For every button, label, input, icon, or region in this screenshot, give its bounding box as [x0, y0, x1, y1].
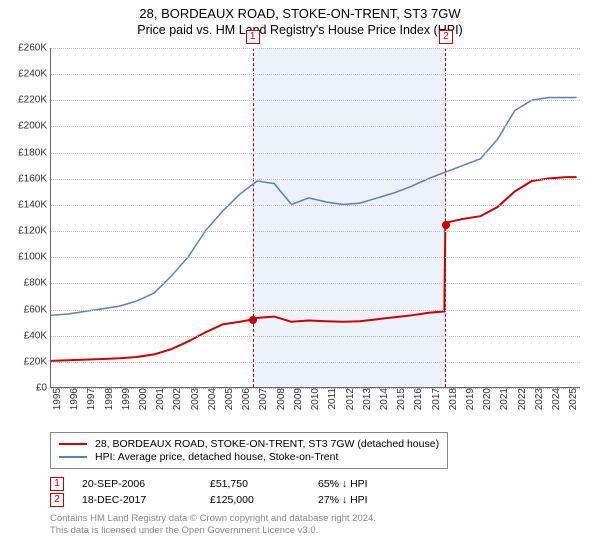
x-axis-label: 2012 [343, 388, 356, 410]
x-axis-label: 2016 [411, 388, 424, 410]
tx-price: £125,000 [210, 494, 300, 506]
y-axis-label: £140K [18, 199, 51, 210]
y-axis-label: £80K [24, 278, 51, 289]
x-axis-label: 2009 [291, 388, 304, 410]
x-axis-label: 2024 [549, 388, 562, 410]
table-row: 2 18-DEC-2017 £125,000 27% ↓ HPI [50, 493, 580, 507]
gridline [51, 205, 580, 206]
x-axis-label: 1997 [84, 388, 97, 410]
x-axis-label: 2006 [239, 388, 252, 410]
legend-label-hpi: HPI: Average price, detached house, Stok… [95, 451, 338, 463]
x-axis-label: 2013 [360, 388, 373, 410]
y-axis-label: £180K [18, 147, 51, 158]
footnote-line1: Contains HM Land Registry data © Crown c… [50, 513, 580, 525]
x-axis-label: 1995 [50, 388, 63, 410]
y-axis-label: £120K [18, 226, 51, 237]
x-axis-label: 2000 [136, 388, 149, 410]
table-row: 1 20-SEP-2006 £51,750 65% ↓ HPI [50, 477, 580, 491]
tx-delta: 65% ↓ HPI [318, 478, 428, 490]
gridline [51, 179, 580, 180]
chart-area: £0£20K£40K£60K£80K£100K£120K£140K£160K£1… [50, 48, 580, 408]
gridline [51, 126, 580, 127]
x-axis-label: 2015 [394, 388, 407, 410]
y-axis-label: £240K [18, 69, 51, 80]
x-axis-label: 2003 [188, 388, 201, 410]
x-axis-label: 1999 [119, 388, 132, 410]
x-axis-label: 2018 [446, 388, 459, 410]
title-subtitle: Price paid vs. HM Land Registry's House … [0, 23, 600, 37]
x-axis-label: 2020 [480, 388, 493, 410]
chart-container: 28, BORDEAUX ROAD, STOKE-ON-TRENT, ST3 7… [0, 0, 600, 560]
gridline [51, 153, 580, 154]
footnote-line2: This data is licensed under the Open Gov… [50, 525, 580, 537]
x-axis-label: 2010 [308, 388, 321, 410]
x-axis-label: 2004 [205, 388, 218, 410]
legend-swatch-hpi [59, 456, 87, 458]
x-axis-label: 2023 [532, 388, 545, 410]
x-axis-label: 2014 [377, 388, 390, 410]
title-block: 28, BORDEAUX ROAD, STOKE-ON-TRENT, ST3 7… [0, 0, 600, 39]
y-axis-label: £0 [36, 383, 51, 394]
legend-row-hpi: HPI: Average price, detached house, Stok… [59, 451, 439, 463]
legend-label-property: 28, BORDEAUX ROAD, STOKE-ON-TRENT, ST3 7… [95, 438, 439, 450]
transaction-marker: 1 [246, 30, 260, 44]
sale-point [249, 316, 257, 324]
y-axis-label: £160K [18, 173, 51, 184]
tx-date: 18-DEC-2017 [82, 494, 192, 506]
gridline [51, 100, 580, 101]
y-axis-label: £40K [24, 330, 51, 341]
x-axis-label: 2011 [325, 388, 338, 410]
gridline [51, 362, 580, 363]
x-axis-label: 1996 [67, 388, 80, 410]
x-axis-label: 2005 [222, 388, 235, 410]
y-axis-label: £60K [24, 304, 51, 315]
y-axis-label: £100K [18, 252, 51, 263]
gridline [51, 283, 580, 284]
legend-swatch-property [59, 443, 87, 445]
gridline [51, 231, 580, 232]
x-axis-label: 2002 [170, 388, 183, 410]
gridline [51, 310, 580, 311]
x-axis-label: 2022 [515, 388, 528, 410]
gridline [51, 48, 580, 49]
tx-delta: 27% ↓ HPI [318, 494, 428, 506]
gridline [51, 336, 580, 337]
y-axis-label: £260K [18, 43, 51, 54]
plot-region: £0£20K£40K£60K£80K£100K£120K£140K£160K£1… [50, 48, 580, 388]
transactions-table: 1 20-SEP-2006 £51,750 65% ↓ HPI 2 18-DEC… [50, 477, 580, 507]
tx-date: 20-SEP-2006 [82, 478, 192, 490]
legend-box: 28, BORDEAUX ROAD, STOKE-ON-TRENT, ST3 7… [50, 432, 448, 469]
footnote: Contains HM Land Registry data © Crown c… [50, 513, 580, 537]
x-axis-label: 2017 [429, 388, 442, 410]
x-axis-label: 2007 [256, 388, 269, 410]
x-axis-label: 2008 [274, 388, 287, 410]
legend-row-property: 28, BORDEAUX ROAD, STOKE-ON-TRENT, ST3 7… [59, 438, 439, 450]
title-address: 28, BORDEAUX ROAD, STOKE-ON-TRENT, ST3 7… [0, 6, 600, 21]
tx-price: £51,750 [210, 478, 300, 490]
x-axis-label: 1998 [102, 388, 115, 410]
tx-marker: 1 [50, 477, 64, 491]
gridline [51, 74, 580, 75]
gridline [51, 257, 580, 258]
tx-marker: 2 [50, 493, 64, 507]
y-axis-label: £20K [24, 356, 51, 367]
transaction-marker: 2 [439, 30, 453, 44]
x-axis-label: 2021 [497, 388, 510, 410]
legend-and-footer: 28, BORDEAUX ROAD, STOKE-ON-TRENT, ST3 7… [50, 432, 580, 537]
sale-point [442, 221, 450, 229]
y-axis-label: £200K [18, 121, 51, 132]
y-axis-label: £220K [18, 95, 51, 106]
x-axis-label: 2001 [153, 388, 166, 410]
x-axis-label: 2019 [463, 388, 476, 410]
x-axis-label: 2025 [566, 388, 579, 410]
